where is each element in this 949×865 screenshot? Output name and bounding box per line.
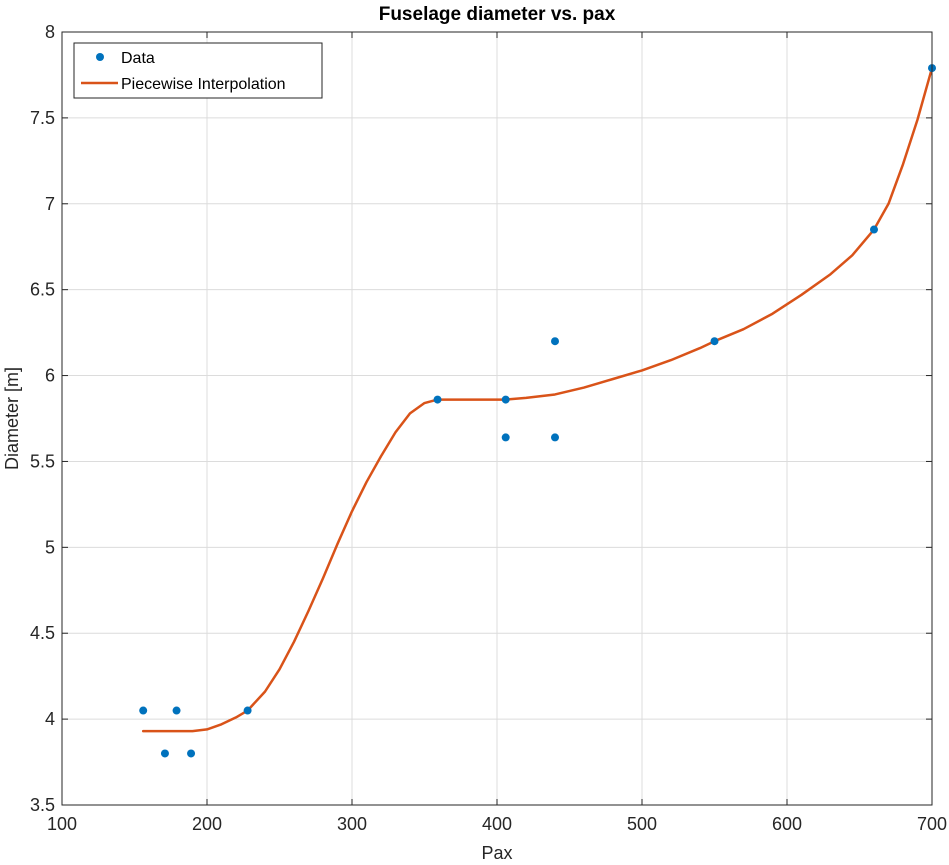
data-point [433, 395, 442, 404]
legend-label-data: Data [121, 50, 155, 67]
legend-marker-data [96, 53, 104, 61]
x-tick-label: 700 [917, 814, 947, 834]
series-layer [139, 64, 936, 758]
data-point [172, 706, 181, 715]
y-tick-label: 3.5 [30, 795, 55, 815]
x-axis-title: Pax [481, 843, 512, 863]
data-point [710, 337, 719, 346]
y-tick-label: 5 [45, 537, 55, 557]
data-point [243, 706, 252, 715]
data-point [160, 749, 169, 758]
y-tick-label: 5.5 [30, 451, 55, 471]
y-tick-label: 6.5 [30, 280, 55, 300]
x-tick-label: 200 [192, 814, 222, 834]
y-tick-label: 7 [45, 194, 55, 214]
data-point [870, 225, 878, 234]
chart-title: Fuselage diameter vs. pax [379, 4, 616, 25]
y-axis-title: Diameter [m] [2, 367, 22, 470]
data-point [551, 433, 559, 442]
legend-label-interpolation: Piecewise Interpolation [121, 76, 286, 93]
y-tick-label: 8 [45, 22, 55, 42]
data-point [187, 749, 196, 758]
legend-box [73, 42, 323, 99]
x-tick-label: 600 [772, 814, 802, 834]
x-tick-label: 500 [627, 814, 657, 834]
data-point [551, 337, 559, 346]
legend: Data Piecewise Interpolation [73, 42, 323, 99]
data-point [501, 395, 510, 404]
y-tick-label: 6 [45, 366, 55, 386]
data-point [501, 433, 510, 442]
y-tick-label: 4 [45, 709, 55, 729]
y-tick-label: 7.5 [30, 108, 55, 128]
x-tick-label: 300 [337, 814, 367, 834]
ticks: 100 200 300 400 500 600 700 3.5 4 4.5 5 5.5 6 6.5 7 7.5… [30, 22, 947, 834]
x-tick-label: 100 [47, 814, 77, 834]
x-tick-label: 400 [482, 814, 512, 834]
data-point [139, 706, 148, 715]
y-tick-label: 4.5 [30, 623, 55, 643]
